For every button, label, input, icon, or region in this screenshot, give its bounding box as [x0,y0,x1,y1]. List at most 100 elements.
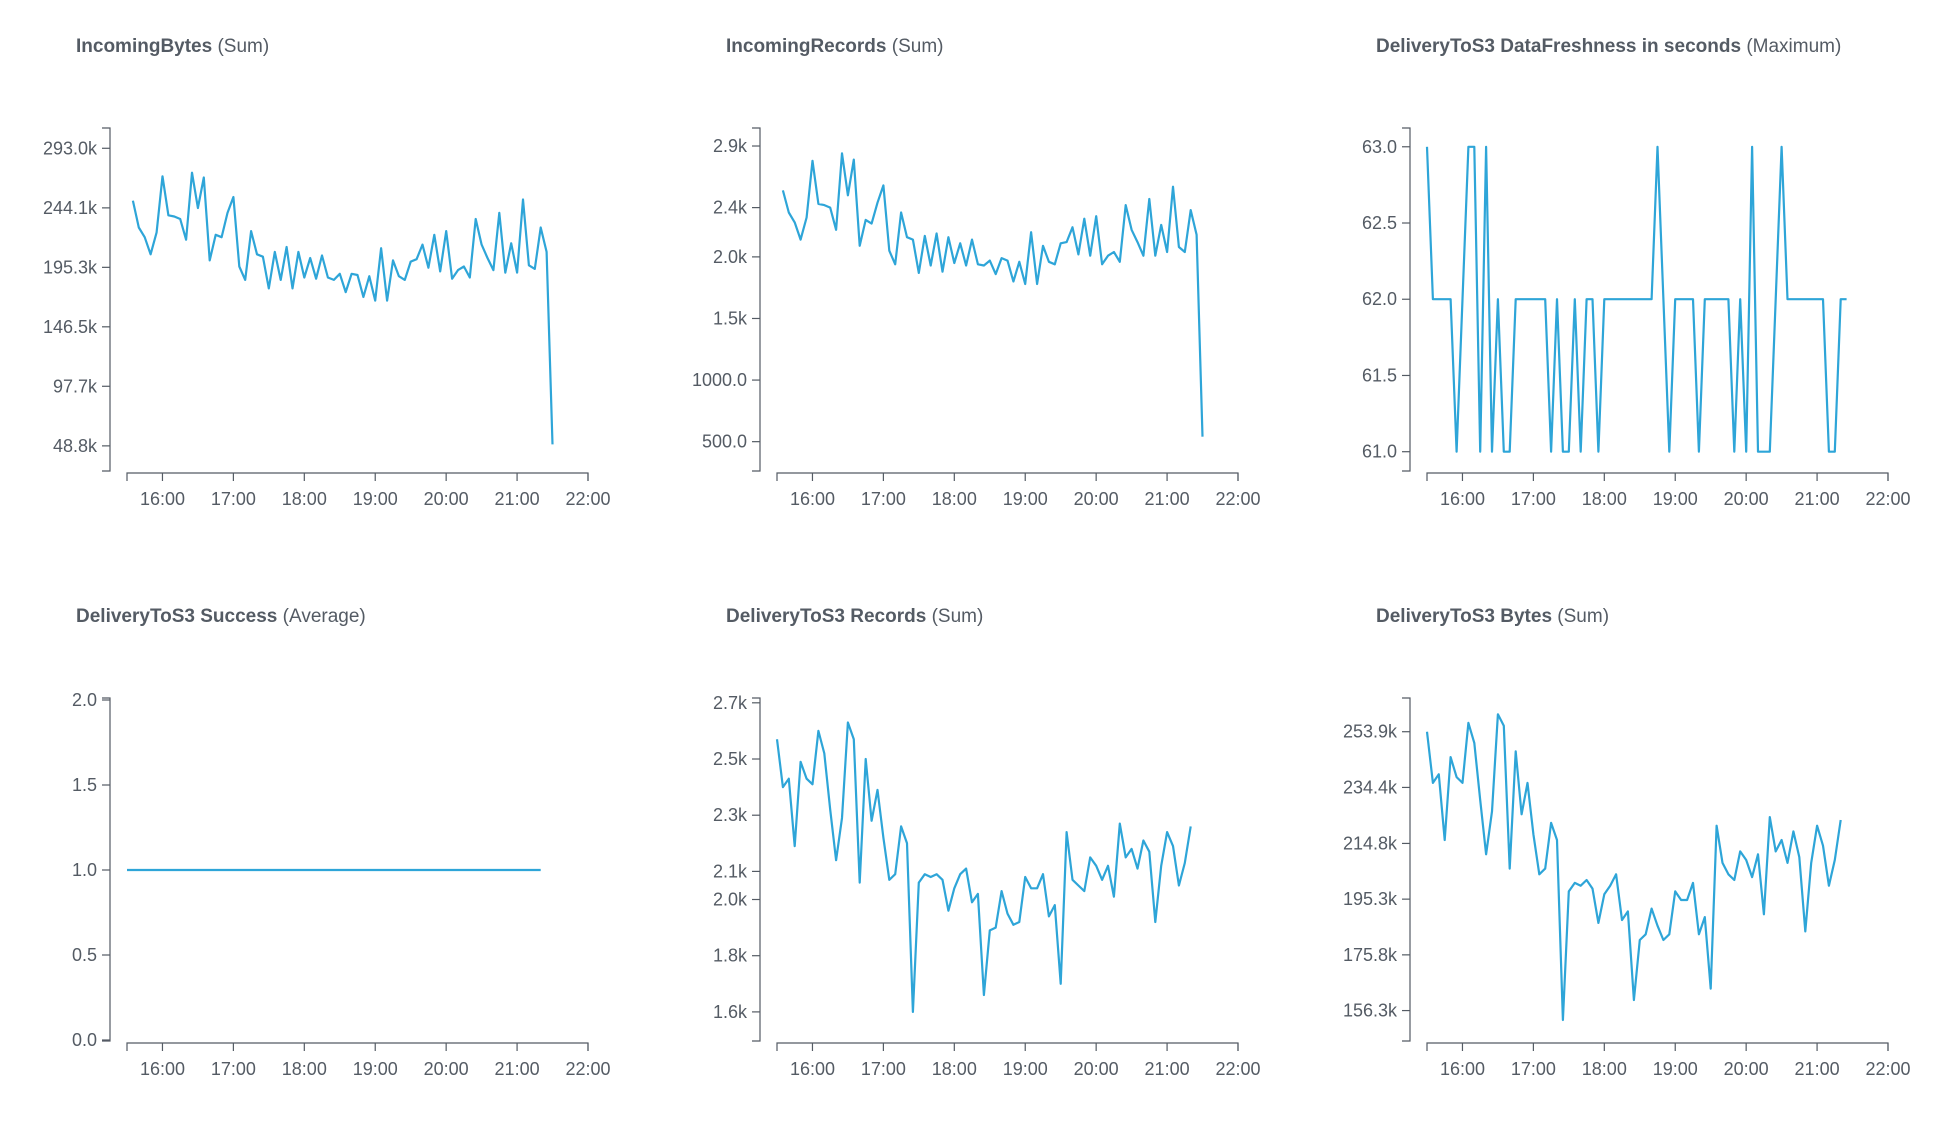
chart-panel-delivery-success: DeliveryToS3 Success (Average) 0.0 0.5 1.0 1… [0,570,640,1130]
chart-5-y-tick-label: 195.3k [1343,889,1398,909]
chart-1-x-axis [776,472,1239,481]
chart-1-series-line [781,152,1204,437]
chart-1-y-tick-label: 2.0k [713,247,748,267]
chart-1-x-tick-label: 20:00 [1074,489,1119,509]
chart-3-x-tick-label: 18:00 [282,1059,327,1079]
chart-1-y-tick-label: 2.9k [713,136,748,156]
chart-4-y-tick-label: 1.8k [713,946,748,966]
chart-5-x-tick-label: 21:00 [1795,1059,1840,1079]
chart-0-x-tick-label: 19:00 [353,489,398,509]
chart-5-title-metric: DeliveryToS3 Bytes [1376,606,1553,627]
chart-1-y-tick-label: 1.5k [713,308,748,328]
chart-4-series-line [775,721,1192,1013]
chart-3-x-tick-label: 22:00 [565,1059,610,1079]
chart-2-x-tick-label: 18:00 [1582,489,1627,509]
chart-0-title: IncomingBytes (Sum) [76,36,269,58]
chart-0-y-tick-label: 195.3k [43,257,98,277]
chart-2-y-tick-label: 61.0 [1362,442,1397,462]
chart-5-x-tick-label: 20:00 [1724,1059,1769,1079]
chart-4-y-tick-label: 2.5k [713,749,748,769]
chart-1-x-tick-label: 21:00 [1145,489,1190,509]
chart-0-y-tick-label: 293.0k [43,138,98,158]
chart-0-x-axis [126,472,589,481]
chart-3-x-tick-label: 21:00 [495,1059,540,1079]
chart-0-x-tick-label: 17:00 [211,489,256,509]
chart-5-svg: 156.3k 175.8k 195.3k 214.8k 234.4k 253.9k 16:0… [1343,697,1911,1079]
chart-0-series-line [131,171,554,445]
chart-5-x-tick-label: 22:00 [1865,1059,1910,1079]
chart-3-y-tick-label: 1.0 [72,860,97,880]
chart-2-x-tick-label: 20:00 [1724,489,1769,509]
chart-4-y-tick-label: 2.1k [713,861,748,881]
chart-5-x-tick-label: 18:00 [1582,1059,1627,1079]
chart-1-y-tick-label: 1000.0 [692,370,747,390]
chart-2-x-axis [1426,472,1889,481]
chart-3-x-tick-label: 19:00 [353,1059,398,1079]
chart-3-title-stat: (Average) [282,606,366,627]
chart-4-x-tick-label: 20:00 [1074,1059,1119,1079]
chart-1-y-tick-label: 2.4k [713,198,748,218]
chart-3-x-axis [126,1042,589,1051]
chart-4-x-tick-label: 16:00 [790,1059,835,1079]
chart-0-x-tick-label: 22:00 [565,489,610,509]
chart-1-x-tick-label: 19:00 [1003,489,1048,509]
chart-1-title-metric: IncomingRecords [726,36,887,57]
chart-1-y-tick-label: 500.0 [702,432,747,452]
chart-5-series-line [1425,713,1842,1022]
chart-2-title: DeliveryToS3 DataFreshness in seconds (M… [1376,36,1841,58]
chart-1-y-axis [752,127,761,472]
chart-4-x-axis [776,1042,1239,1051]
chart-3-svg: 0.0 0.5 1.0 1.5 2.0 16:00 17:00 18:00 19:00 20:00… [72,690,611,1079]
chart-1-svg: 500.0 1000.0 1.5k 2.0k 2.4k 2.9k 16:00 17:00 18:… [692,127,1261,509]
chart-5-y-tick-label: 253.9k [1343,722,1398,742]
chart-3-x-tick-label: 16:00 [140,1059,185,1079]
chart-4-y-tick-label: 2.3k [713,805,748,825]
chart-3-x-tick-label: 17:00 [211,1059,256,1079]
chart-2-x-tick-label: 16:00 [1440,489,1485,509]
chart-panel-delivery-records: DeliveryToS3 Records (Sum) 1.6k 1.8k 2.0k 2.… [650,570,1290,1130]
chart-0-x-tick-label: 21:00 [495,489,540,509]
chart-4-x-tick-label: 17:00 [861,1059,906,1079]
chart-2-x-tick-label: 19:00 [1653,489,1698,509]
chart-2-series-line [1425,145,1847,453]
chart-0-title-stat: (Sum) [217,36,270,57]
chart-0-svg: 48.8k 97.7k 146.5k 195.3k 244.1k 293.0k 16:00 1… [43,127,611,509]
chart-0-title-metric: IncomingBytes [76,36,213,57]
chart-3-x-tick-label: 20:00 [424,1059,469,1079]
chart-4-y-tick-label: 1.6k [713,1002,748,1022]
chart-4-title: DeliveryToS3 Records (Sum) [726,606,983,628]
chart-2-y-tick-label: 61.5 [1362,365,1397,385]
chart-0-x-tick-label: 16:00 [140,489,185,509]
chart-5-title: DeliveryToS3 Bytes (Sum) [1376,606,1609,628]
chart-2-y-tick-label: 62.0 [1362,289,1397,309]
chart-4-y-tick-label: 2.0k [713,890,748,910]
chart-5-x-axis [1426,1042,1889,1051]
chart-2-x-tick-label: 21:00 [1795,489,1840,509]
chart-1-title: IncomingRecords (Sum) [726,36,944,58]
chart-0-x-tick-label: 20:00 [424,489,469,509]
chart-panel-data-freshness: DeliveryToS3 DataFreshness in seconds (M… [1300,0,1940,560]
chart-5-x-tick-label: 17:00 [1511,1059,1556,1079]
chart-2-y-tick-label: 62.5 [1362,213,1397,233]
chart-3-y-tick-label: 2.0 [72,690,97,710]
chart-1-x-tick-label: 17:00 [861,489,906,509]
chart-0-y-axis [102,127,111,472]
chart-3-title: DeliveryToS3 Success (Average) [76,606,366,628]
chart-1-x-tick-label: 18:00 [932,489,977,509]
chart-0-y-tick-label: 146.5k [43,317,98,337]
chart-panel-incoming-bytes: IncomingBytes (Sum) 48.8k 97.7k 146.5k 195.3… [0,0,640,560]
chart-5-y-axis [1402,697,1411,1042]
chart-0-y-tick-label: 48.8k [53,436,98,456]
chart-4-x-tick-label: 21:00 [1145,1059,1190,1079]
chart-4-x-tick-label: 22:00 [1215,1059,1260,1079]
chart-1-title-stat: (Sum) [891,36,944,57]
chart-2-y-tick-label: 63.0 [1362,137,1397,157]
chart-0-y-tick-label: 244.1k [43,198,98,218]
chart-4-svg: 1.6k 1.8k 2.0k 2.1k 2.3k 2.5k 2.7k 16:00 17:00 18… [713,693,1261,1079]
chart-2-title-metric: DeliveryToS3 DataFreshness in seconds [1376,36,1742,57]
chart-2-x-tick-label: 17:00 [1511,489,1556,509]
chart-4-x-tick-label: 18:00 [932,1059,977,1079]
chart-1-x-tick-label: 16:00 [790,489,835,509]
chart-3-y-tick-label: 0.0 [72,1030,97,1050]
chart-3-y-tick-label: 0.5 [72,945,97,965]
